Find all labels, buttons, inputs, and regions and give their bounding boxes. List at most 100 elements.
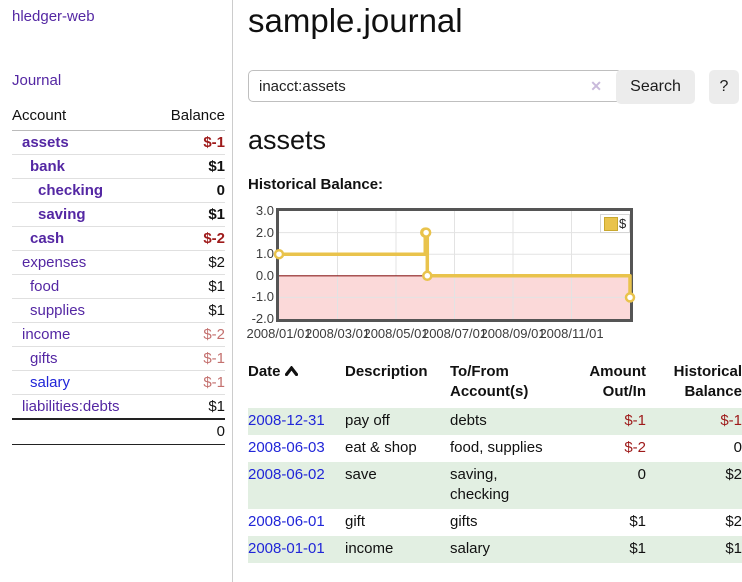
account-cell: liabilities:debts xyxy=(12,394,154,419)
account-balance: $1 xyxy=(153,202,225,227)
transaction-amount: $1 xyxy=(629,513,646,530)
account-balance: $1 xyxy=(153,298,225,323)
help-button[interactable]: ? xyxy=(709,70,739,104)
transaction-date-link[interactable]: 2008-12-31 xyxy=(248,412,325,429)
register-header-date[interactable]: Date xyxy=(248,358,345,408)
y-tick-label: -1.0 xyxy=(251,289,274,305)
transaction-row: 2008-06-03 eat & shop food, supplies $-2 0 xyxy=(248,435,742,462)
app-brand-link[interactable]: hledger-web xyxy=(12,8,95,25)
account-link-liabilities-debts[interactable]: liabilities:debts xyxy=(22,398,120,415)
data-point-marker xyxy=(624,292,636,303)
transaction-accounts: food, supplies xyxy=(450,439,543,456)
account-cell: assets xyxy=(12,131,154,155)
transaction-date-cell: 2008-12-31 xyxy=(248,408,345,435)
register-table-body: 2008-12-31 pay off debts $-1 $-1 2008-06-03 ea… xyxy=(248,408,742,563)
register-header-amount: Amount Out/In xyxy=(589,363,646,400)
sidebar: hledger-web Journal Account Balance asse… xyxy=(0,0,233,582)
transaction-balance: 0 xyxy=(733,439,742,456)
account-cell: supplies xyxy=(12,298,154,323)
page-title: sample.journal xyxy=(248,2,463,39)
y-tick-label: 1.0 xyxy=(255,246,274,262)
search-input[interactable] xyxy=(248,70,622,102)
transaction-date-cell: 2008-06-02 xyxy=(248,462,345,509)
chart-title: Historical Balance: xyxy=(248,176,384,193)
transaction-date-link[interactable]: 2008-06-02 xyxy=(248,466,325,483)
transaction-date-link[interactable]: 2008-06-01 xyxy=(248,513,325,530)
transaction-description: save xyxy=(345,462,450,509)
account-cell: food xyxy=(12,274,154,299)
account-cell: saving xyxy=(12,202,154,227)
register-header-balance: Historical Balance xyxy=(673,363,742,400)
x-tick-label: 2008/03/01 xyxy=(304,326,371,341)
account-row: supplies $1 xyxy=(12,298,225,323)
account-link-food[interactable]: food xyxy=(30,278,60,295)
historical-balance-chart: 3.0 2.0 1.0 0.0 -1.0 -2.0 2008/01/01 2008/03/0… xyxy=(246,199,668,347)
transaction-row: 2008-06-01 gift gifts $1 $2 xyxy=(248,509,742,536)
account-row: cash $-2 xyxy=(12,226,225,251)
data-point-marker xyxy=(273,248,285,260)
transaction-balance: $1 xyxy=(646,536,742,563)
y-tick-label: -2.0 xyxy=(251,311,274,326)
data-point-marker xyxy=(420,227,432,238)
account-balance: $1 xyxy=(153,394,225,419)
account-link-assets[interactable]: assets xyxy=(22,134,69,151)
account-link-saving[interactable]: saving xyxy=(38,206,86,223)
y-tick-label: 2.0 xyxy=(255,224,274,240)
account-link-expenses[interactable]: expenses xyxy=(22,254,87,271)
clear-search-icon[interactable]: ✕ xyxy=(590,78,602,94)
chart-plot-area xyxy=(273,208,636,322)
account-row: liabilities:debts $1 xyxy=(12,394,225,419)
account-balance: $1 xyxy=(153,154,225,179)
transaction-balance: $2 xyxy=(725,513,742,530)
account-link-supplies[interactable]: supplies xyxy=(30,302,86,319)
accounts-header-account: Account xyxy=(12,103,154,131)
y-tick-label: 3.0 xyxy=(255,203,274,218)
main-content: sample.journal ✕ Search ? assets Histori… xyxy=(246,0,742,582)
account-link-gifts[interactable]: gifts xyxy=(30,350,58,367)
transaction-date-link[interactable]: 2008-06-03 xyxy=(248,439,325,456)
account-link-checking[interactable]: checking xyxy=(38,182,104,199)
account-balance: $2 xyxy=(153,250,225,275)
account-balance: $1 xyxy=(153,274,225,299)
register-header-accounts: To/From Account(s) xyxy=(450,363,529,400)
transaction-accounts: gifts xyxy=(450,513,478,530)
account-row: income $-2 xyxy=(12,322,225,347)
accounts-header-balance: Balance xyxy=(153,103,225,131)
accounts-table-header: Account Balance xyxy=(12,103,225,131)
account-row: assets $-1 xyxy=(12,131,225,155)
sort-ascending-icon xyxy=(284,365,298,377)
register-header-row: Date Description To/From Account(s) Amou… xyxy=(248,358,742,408)
balance-chart-svg xyxy=(273,211,636,319)
search-bar: ✕ Search ? xyxy=(248,70,742,104)
account-link-income[interactable]: income xyxy=(22,326,71,343)
transaction-date-cell: 2008-01-01 xyxy=(248,536,345,563)
account-balance: $-1 xyxy=(153,346,225,371)
transaction-description: pay off xyxy=(345,408,450,435)
sidebar-item-journal[interactable]: Journal xyxy=(12,72,62,89)
transaction-date-link[interactable]: 2008-01-01 xyxy=(248,540,325,557)
account-balance: $-1 xyxy=(153,370,225,395)
account-cell: income xyxy=(12,322,154,347)
account-row: salary $-1 xyxy=(12,370,225,395)
x-tick-label: 2008/05/01 xyxy=(363,326,429,341)
accounts-table-body: assets $-1 bank $1 checking 0 saving $1 cash $-2 e… xyxy=(12,131,225,419)
legend-label: $ xyxy=(619,216,627,231)
account-link-bank[interactable]: bank xyxy=(30,158,66,175)
register-header-description: Description xyxy=(345,363,428,380)
accounts-total-spacer xyxy=(12,418,154,445)
transaction-balance: $-1 xyxy=(646,408,742,435)
account-cell: checking xyxy=(12,178,154,203)
x-tick-label: 2008/09/01 xyxy=(480,326,546,341)
register-table: Date Description To/From Account(s) Amou… xyxy=(248,358,742,563)
transaction-accounts: debts xyxy=(450,408,560,435)
date-header-label: Date xyxy=(248,363,281,380)
account-heading: assets xyxy=(248,125,327,155)
account-link-salary[interactable]: salary xyxy=(30,374,71,391)
transaction-row: 2008-06-02 save saving, checking 0 $2 xyxy=(248,462,742,509)
account-link-cash[interactable]: cash xyxy=(30,230,65,247)
account-balance: $-2 xyxy=(153,322,225,347)
search-button[interactable]: Search xyxy=(616,70,695,104)
account-balance: 0 xyxy=(153,178,225,203)
account-balance: $-2 xyxy=(153,226,225,251)
y-tick-label: 0.0 xyxy=(255,267,274,283)
